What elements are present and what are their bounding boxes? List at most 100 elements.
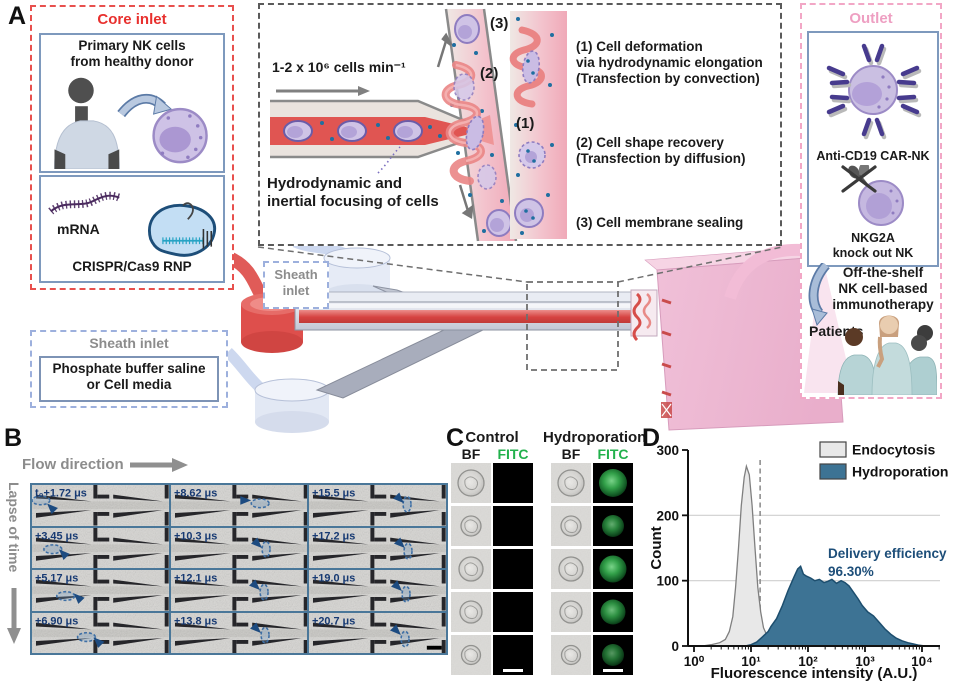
fitc-image [593,635,633,675]
focus-label-line2: inertial focusing of cells [267,193,439,210]
cas9-icon [148,203,217,257]
sheath-main-inner-box: Phosphate buffer saline or Cell media [39,356,219,402]
fitc-image [493,463,533,503]
flow-cytometry-histogram: 10⁰ 10¹ 10² 10³ 10⁴ 0 100 200 300 Fluorescence in… [648,441,948,682]
offshelf-line1: Off-the-shelf [842,265,924,280]
sheath-inlet-main-box: Sheath inlet Phosphate buffer saline or … [30,330,228,408]
time-label: +17.2 μs [312,530,355,542]
panel-a-label: A [8,2,27,30]
callout-leader-right [617,246,783,283]
time-label: t₀+1.72 μs [35,488,87,500]
legend-label: Hydroporation [852,464,948,480]
time-label: +12.1 μs [174,573,217,585]
car-nk-illustration [826,43,922,140]
donor-line2: from healthy donor [70,54,194,69]
hydro-fitc-column [593,463,633,675]
scale-bar [603,669,623,672]
histogram-hydroporation [745,564,925,647]
bf-image [551,506,591,546]
b-frame: +10.3 μs [170,527,308,568]
lapse-of-time-label: Lapse of time [6,482,22,573]
time-label: +6.90 μs [35,615,78,627]
cell-outline [400,630,411,648]
patient-figure-middle [871,315,913,395]
fitc-image [493,635,533,675]
x-tick-label: 10⁴ [911,654,933,669]
sheath-inlet-small-box: Sheath inlet [263,261,329,309]
cell-outline [401,585,412,603]
sheath-body-line2: or Cell media [86,377,172,392]
donor-box: Primary NK cells from healthy donor [39,33,225,173]
step1-line2: via hydrodynamic elongation [576,55,763,70]
donor-line1: Primary NK cells [78,38,186,53]
scale-bar [503,669,523,672]
cargo-illustration [48,191,217,257]
cell-pointer-arrow [249,621,261,633]
channel-structure [35,485,169,526]
b-frame: +19.0 μs [309,570,446,611]
b-frame: t₀+1.72 μs [32,485,169,526]
x-tick-label: 10⁰ [684,654,705,669]
fitc-image [593,549,633,589]
b-frame: +12.1 μs [170,570,308,611]
cell-pointer-arrow [393,492,405,504]
junction-wavy-section [630,289,658,342]
scale-bar [427,645,443,650]
offshelf-line3: immunotherapy [832,297,934,312]
zoom-callout-box [526,281,619,371]
delivery-efficiency-value: 96.30% [828,564,874,579]
panel-d-label: D [642,424,661,452]
channel-highlight [299,304,633,308]
step2-line2: (Transfection by diffusion) [576,151,746,166]
cell-pointer-arrow [58,548,70,560]
blocked-receptor-icon [841,165,877,193]
bf-image [451,635,491,675]
cell-pointer-arrow [239,496,251,505]
b-frame: +5.17 μs [32,570,169,611]
outlet-block [644,245,844,431]
cell-pointer-arrow [248,579,260,591]
mrna-icon [50,194,120,213]
cell-outline [258,583,269,601]
step3-line: (3) Cell membrane sealing [576,215,744,230]
patients-illustration [837,315,937,395]
x-tick-label: 10¹ [741,654,761,669]
control-fitc-column [493,463,533,675]
device-3d-render [225,240,844,433]
bf-image [551,549,591,589]
vertical-channel-cells [453,14,512,237]
b-frame: +8.62 μs [170,485,308,526]
cargo-box: mRNA CRISPR/Cas9 RNP [39,175,225,283]
y-tick-label: 200 [656,508,679,523]
nkg2a-label-line2: knock out NK [832,246,914,260]
x-tick-label: 10³ [855,654,875,669]
control-group-title: Control [465,429,519,446]
lapse-arrow-icon [7,588,21,644]
time-label: +10.3 μs [174,530,217,542]
fitc-image [593,592,633,632]
legend-swatch [819,463,847,480]
b-frame: +6.90 μs [32,612,169,653]
b-frame: +13.8 μs [170,612,308,653]
fitc-image [493,549,533,589]
cell-pointer-arrow [394,536,406,548]
delivery-efficiency-label: Delivery efficiency [828,546,947,561]
control-fitc-header: FITC [497,446,529,462]
time-label: +3.45 μs [35,530,78,542]
bf-image [551,592,591,632]
x-tick-label: 10² [798,654,818,669]
fitc-image [593,506,633,546]
nkg2a-label-line1: NKG2A [851,231,895,245]
b-frame-grid: t₀+1.72 μs +8.62 μs +15.5 μs +3.45 μs +10.3 … [30,483,448,655]
time-label: +13.8 μs [174,615,217,627]
hydroporation-group-title: Hydroporation [543,429,647,446]
b-frame: +3.45 μs [32,527,169,568]
cell-pointer-arrow [73,593,85,604]
hydro-fitc-header: FITC [597,446,629,462]
outlet-box: Outlet [800,3,942,399]
fitc-image [493,592,533,632]
cell-pointer-arrow [391,580,403,592]
outlet-title: Outlet [849,10,893,27]
mrna-label: mRNA [57,221,100,237]
